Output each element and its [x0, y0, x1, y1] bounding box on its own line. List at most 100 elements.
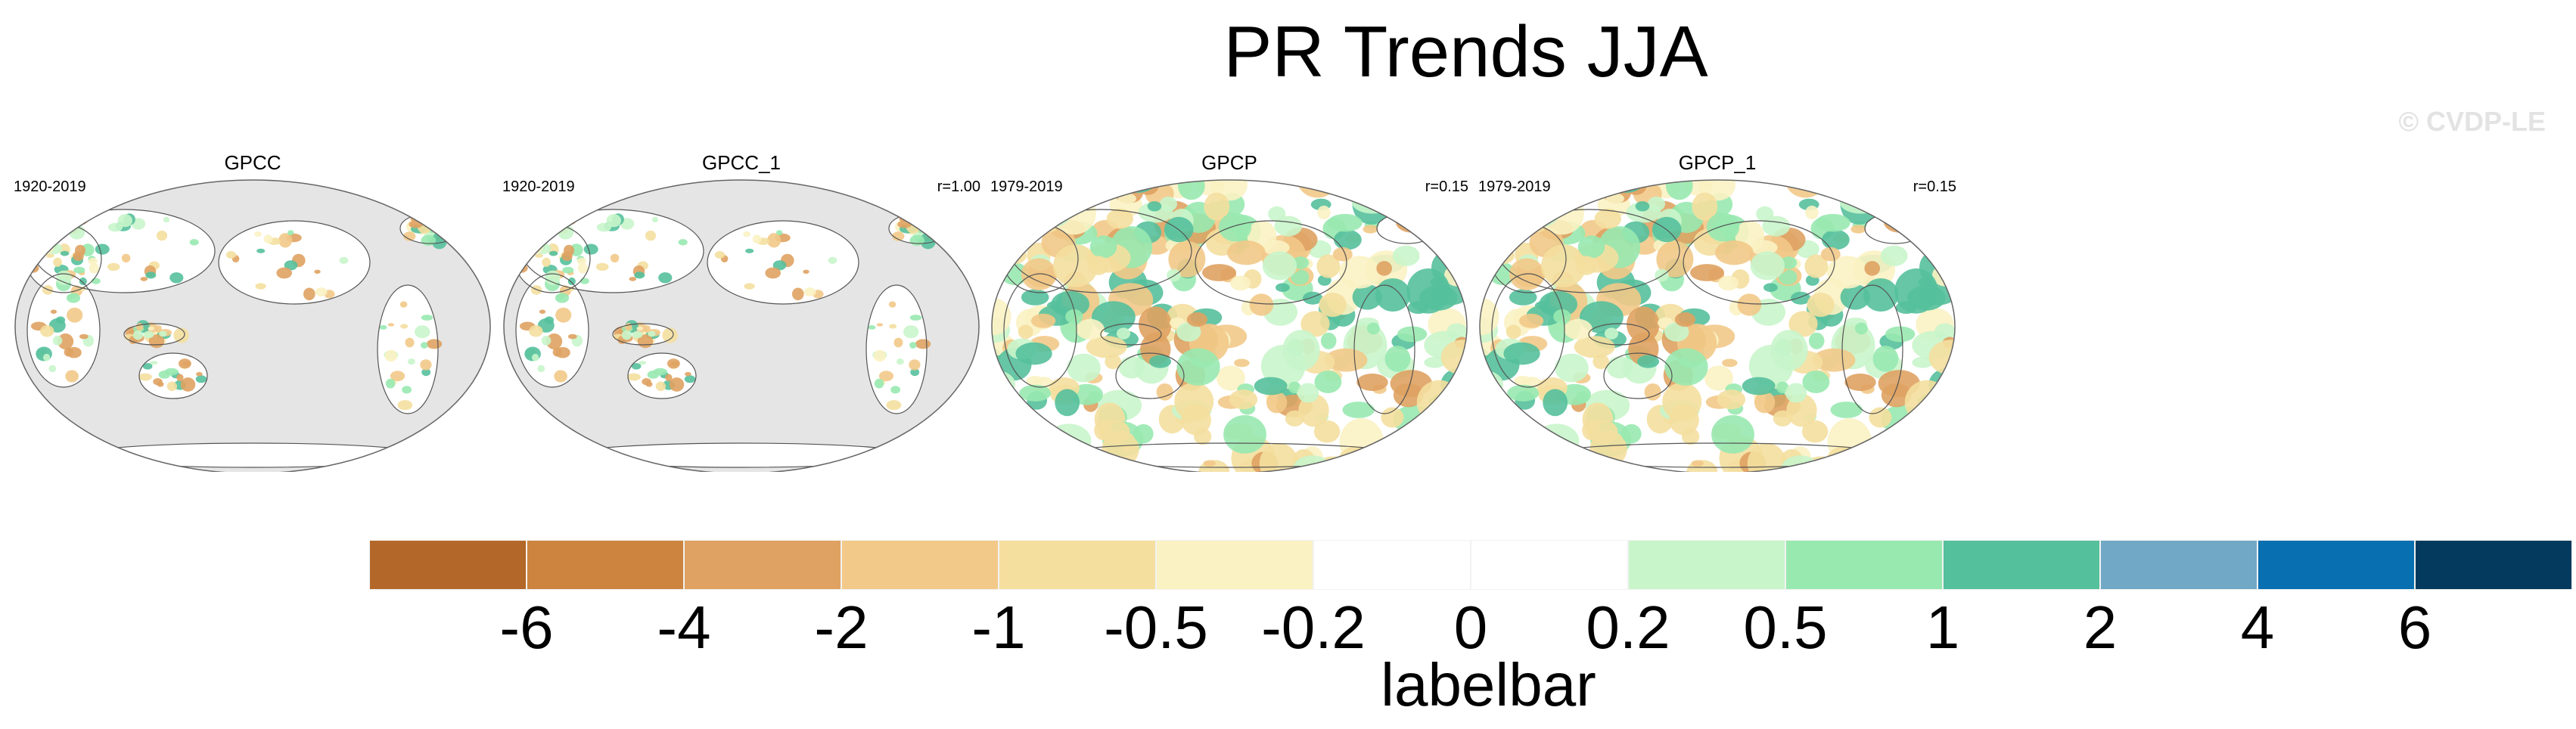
- trend-patch: [1186, 312, 1208, 327]
- trend-patch: [714, 251, 726, 259]
- trend-patch: [1940, 445, 1955, 468]
- map-panel: GPCP 1979-2019 r=0.15: [987, 151, 1471, 476]
- trend-patch: [1030, 423, 1055, 448]
- trend-patch: [1567, 180, 1593, 192]
- trend-patch: [645, 230, 657, 241]
- coastline: [377, 284, 439, 414]
- trend-patch: [1254, 377, 1288, 396]
- labelbar-tick-label: -6: [499, 594, 554, 661]
- trend-patch: [621, 330, 632, 340]
- watermark: © CVDP-LE: [2398, 106, 2546, 137]
- trend-patch: [1118, 356, 1145, 379]
- trend-patch: [909, 234, 925, 247]
- trend-patch: [521, 228, 538, 245]
- trend-patch: [1564, 318, 1593, 340]
- coastline: [123, 323, 185, 346]
- trend-patch: [276, 267, 293, 279]
- coastline: [1100, 323, 1162, 346]
- trend-patch: [1216, 365, 1245, 391]
- trend-patch: [52, 336, 63, 346]
- trend-patch: [1015, 342, 1052, 365]
- trend-patch: [1483, 389, 1500, 406]
- trend-patch: [878, 371, 894, 382]
- trend-patch: [1406, 444, 1437, 472]
- trend-patch: [1053, 180, 1090, 206]
- trend-patch: [1885, 326, 1916, 343]
- world-map: [14, 179, 491, 472]
- trend-patch: [548, 250, 558, 256]
- trend-patch: [596, 222, 612, 232]
- trend-patch: [1332, 247, 1353, 262]
- trend-patch: [169, 272, 184, 284]
- trend-patch: [254, 231, 262, 237]
- labelbar-box: [1627, 540, 1786, 590]
- trend-patch: [1210, 180, 1248, 201]
- trend-patch: [1807, 293, 1835, 318]
- labelbar-tick-label: 2: [2083, 594, 2118, 661]
- trend-patch: [1437, 439, 1457, 455]
- labelbar-box: [1470, 540, 1629, 590]
- trend-patch: [1030, 201, 1061, 230]
- trend-patch: [910, 368, 920, 377]
- trend-patch: [1418, 181, 1464, 229]
- trend-patch: [1637, 355, 1659, 368]
- trend-patch: [278, 233, 293, 248]
- trend-patch: [180, 377, 196, 392]
- trend-patch: [1854, 322, 1868, 335]
- trend-patch: [876, 323, 884, 327]
- trend-patch: [1805, 205, 1819, 220]
- trend-patch: [314, 269, 321, 274]
- trend-patch: [1604, 327, 1619, 340]
- coastline: [138, 352, 208, 399]
- trend-patch: [1481, 218, 1496, 235]
- trend-patch: [828, 256, 837, 264]
- labelbar-tick-label: -4: [657, 594, 711, 661]
- trend-patch: [1503, 342, 1540, 365]
- trend-patch: [446, 220, 463, 230]
- trend-patch: [1880, 245, 1908, 266]
- trend-patch: [1156, 383, 1173, 401]
- labelbar-box: [369, 540, 527, 590]
- labelbar-tick-label: 6: [2397, 594, 2432, 661]
- labelbar-tick-label: -0.5: [1104, 594, 1208, 661]
- trend-patch: [1105, 354, 1121, 370]
- trend-patch: [420, 359, 432, 371]
- trend-patch: [155, 325, 162, 333]
- trend-patch: [888, 301, 896, 308]
- trend-patch: [148, 326, 154, 330]
- trend-patch: [1424, 357, 1446, 368]
- trend-patch: [1313, 420, 1341, 443]
- trend-patch: [1349, 451, 1366, 466]
- labelbar: [369, 540, 2572, 590]
- world-map: [1479, 179, 1956, 472]
- trend-patch: [75, 244, 85, 256]
- trend-patch: [1274, 216, 1303, 237]
- trend-patch: [930, 216, 943, 227]
- trend-patch: [1644, 383, 1661, 401]
- trend-patch: [1742, 377, 1776, 396]
- trend-patch: [48, 364, 57, 373]
- trend-patch: [1008, 187, 1048, 219]
- trend-patch: [1507, 384, 1540, 402]
- trend-patch: [1926, 208, 1955, 236]
- trend-patch: [1514, 376, 1532, 386]
- map-border: [1479, 179, 1956, 472]
- trend-patch: [1116, 327, 1131, 340]
- trend-patch: [1815, 213, 1850, 232]
- trend-patch: [1036, 196, 1072, 228]
- trend-patch: [1499, 197, 1528, 222]
- trend-patch: [1754, 391, 1776, 414]
- trend-patch: [1665, 180, 1693, 200]
- trend-patch: [1288, 381, 1301, 394]
- trend-patch: [1802, 371, 1830, 393]
- trend-patch: [893, 337, 903, 348]
- trend-patch: [1543, 389, 1568, 417]
- trend-patch: [539, 309, 546, 314]
- trend-patch: [629, 277, 637, 281]
- trend-patch: [1518, 423, 1543, 448]
- trend-patch: [1674, 312, 1696, 327]
- trend-patch: [645, 381, 653, 387]
- trend-patch: [1011, 197, 1040, 222]
- panel-period: 1979-2019: [990, 178, 1063, 195]
- trend-patch: [43, 353, 51, 361]
